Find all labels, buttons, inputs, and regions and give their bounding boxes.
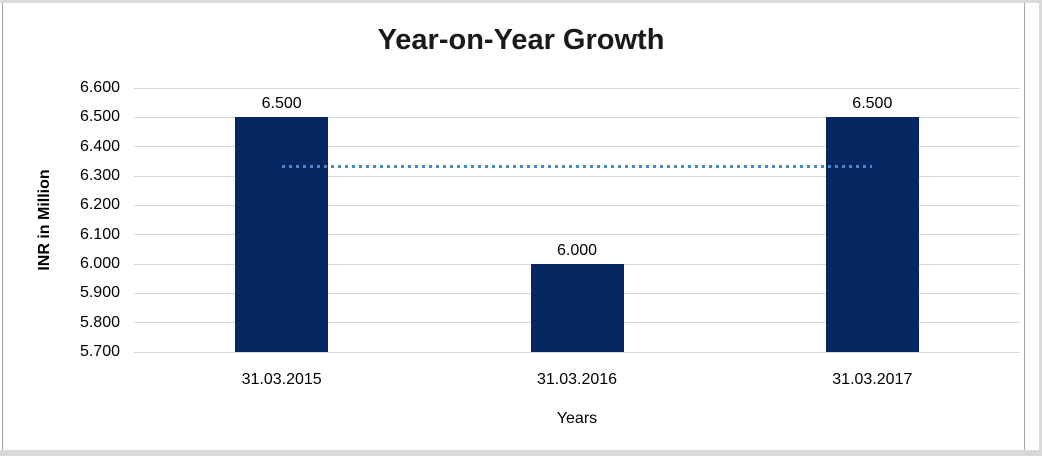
y-axis-tick-label: 6.300	[79, 167, 120, 184]
y-axis-tick-label: 6.200	[79, 196, 120, 214]
bar-31.03.2017	[825, 117, 919, 352]
gridline	[134, 146, 1020, 148]
bar-31.03.2016	[530, 264, 624, 352]
x-axis-title: Years	[556, 410, 598, 427]
gridline	[134, 234, 1020, 236]
chart-border-right	[1024, 3, 1025, 450]
frame-bottom	[0, 450, 1042, 456]
y-axis-tick-label: 6.400	[79, 137, 120, 155]
y-axis-tick-label: 5.700	[79, 343, 120, 360]
gridline	[134, 351, 1020, 353]
y-axis-tick-label: 6.100	[79, 225, 120, 243]
chart-title: Year-on-Year Growth	[377, 24, 665, 56]
bar-31.03.2015	[235, 117, 329, 352]
x-axis-tick-label: 31.03.2015	[241, 371, 322, 388]
y-axis-tick-label: 6.000	[79, 255, 120, 272]
bar-data-label: 6.500	[261, 95, 302, 113]
y-axis-tick-label: 6.500	[79, 108, 120, 126]
frame-top	[0, 0, 1042, 3]
bar-data-label: 6.500	[852, 95, 893, 113]
gridline	[134, 116, 1020, 118]
gridline	[134, 204, 1020, 206]
trendline-dotted	[281, 165, 873, 169]
gridline	[134, 87, 1020, 89]
gridline	[134, 175, 1020, 177]
bar-data-label: 6.000	[556, 242, 598, 259]
x-axis-tick-label: 31.03.2016	[536, 371, 618, 388]
frame-right-strip	[1039, 0, 1042, 456]
x-axis-tick-label: 31.03.2017	[832, 371, 913, 388]
y-axis-tick-label: 5.800	[79, 313, 120, 331]
chart-border-left	[2, 3, 3, 450]
y-axis-tick-label: 5.900	[79, 284, 120, 302]
y-axis-tick-label: 6.600	[79, 79, 120, 96]
